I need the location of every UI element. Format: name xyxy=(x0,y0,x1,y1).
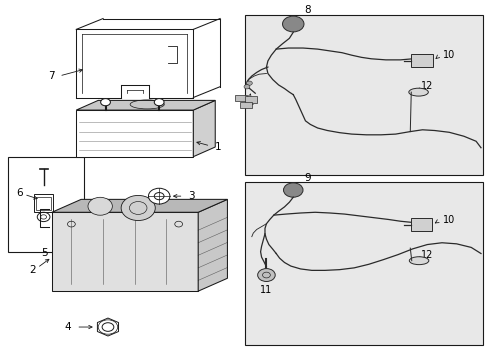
Text: 10: 10 xyxy=(442,215,454,225)
Bar xyxy=(245,182,483,345)
Text: 2: 2 xyxy=(29,265,36,275)
Circle shape xyxy=(101,99,110,106)
Polygon shape xyxy=(97,318,118,336)
Bar xyxy=(52,212,198,291)
Text: 12: 12 xyxy=(420,81,432,91)
Text: 7: 7 xyxy=(48,71,55,81)
Text: 3: 3 xyxy=(188,191,195,201)
Circle shape xyxy=(148,188,169,204)
Polygon shape xyxy=(193,100,215,157)
Circle shape xyxy=(121,195,155,221)
Text: 1: 1 xyxy=(215,142,222,152)
Ellipse shape xyxy=(408,88,427,96)
Polygon shape xyxy=(198,199,227,291)
Polygon shape xyxy=(52,199,227,212)
Text: 11: 11 xyxy=(243,97,255,107)
Bar xyxy=(410,219,431,230)
Bar xyxy=(8,157,83,252)
Text: 9: 9 xyxy=(304,173,310,183)
Polygon shape xyxy=(76,100,215,110)
Circle shape xyxy=(244,85,249,89)
Ellipse shape xyxy=(408,257,428,265)
Bar xyxy=(245,15,483,175)
Text: 12: 12 xyxy=(420,250,432,260)
Bar xyxy=(410,54,432,67)
Text: 10: 10 xyxy=(443,50,455,60)
Circle shape xyxy=(88,197,112,215)
Bar xyxy=(244,96,257,103)
Text: 5: 5 xyxy=(41,248,48,258)
Circle shape xyxy=(282,16,304,32)
Text: 11: 11 xyxy=(260,285,272,295)
Bar xyxy=(240,102,252,108)
Text: 4: 4 xyxy=(64,322,71,332)
Circle shape xyxy=(246,81,252,85)
Circle shape xyxy=(283,183,303,197)
Circle shape xyxy=(257,269,275,282)
Bar xyxy=(76,110,193,157)
Circle shape xyxy=(154,99,163,106)
Text: 6: 6 xyxy=(16,188,22,198)
Text: 8: 8 xyxy=(304,5,310,15)
Bar xyxy=(235,95,247,101)
